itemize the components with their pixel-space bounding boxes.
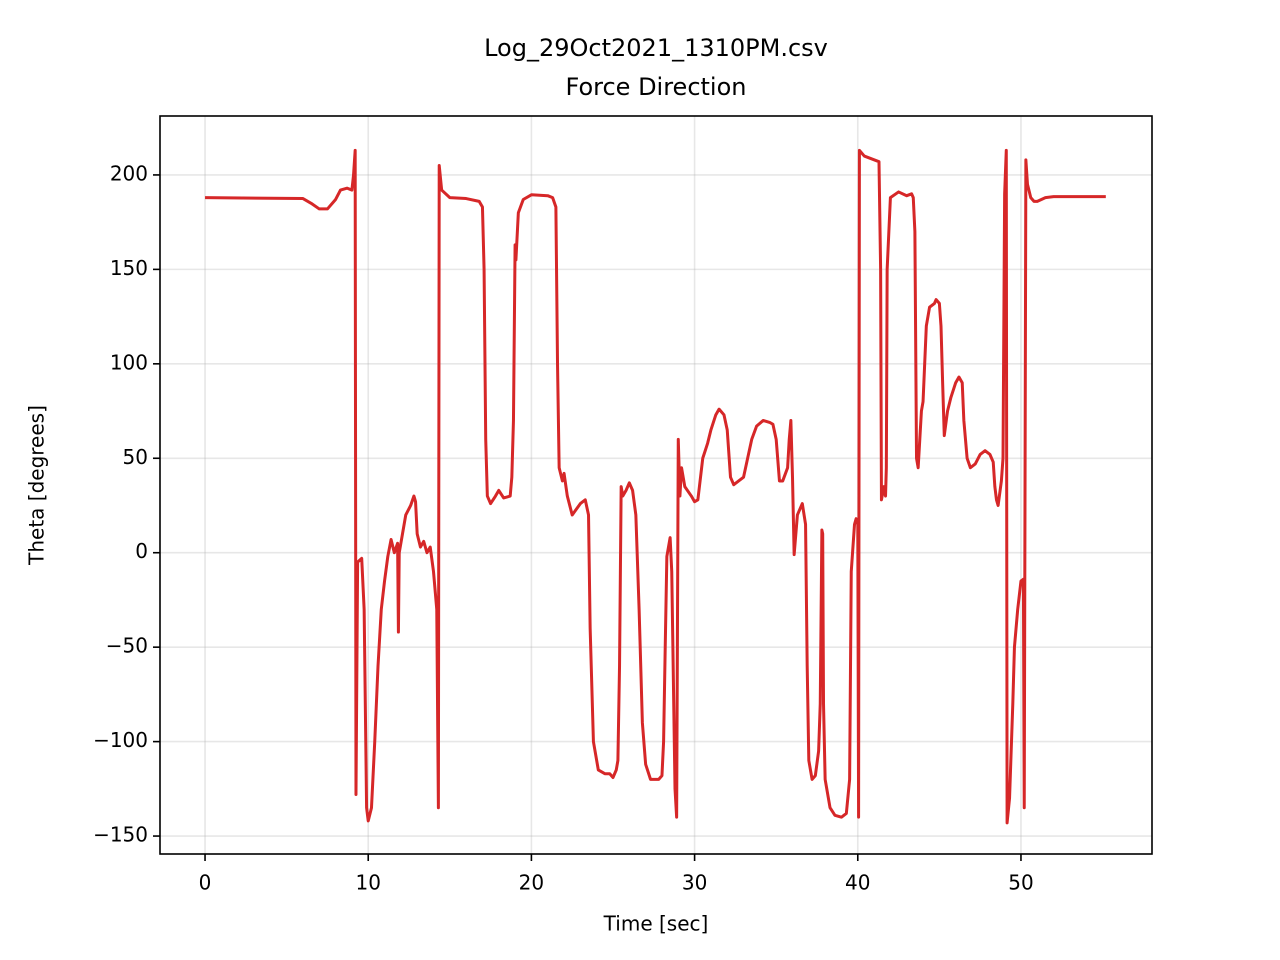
y-tick-label: 50 — [123, 445, 148, 469]
chart-title: Log_29Oct2021_1310PM.csv — [484, 34, 828, 62]
x-tick-label: 20 — [519, 871, 544, 895]
x-axis-label: Time [sec] — [603, 912, 709, 936]
y-tick-label: 0 — [135, 539, 148, 563]
x-tick-label: 50 — [1008, 871, 1033, 895]
y-tick-label: −50 — [106, 634, 148, 658]
y-tick-label: 200 — [110, 161, 148, 185]
chart-subtitle: Force Direction — [566, 73, 747, 101]
x-tick-label: 30 — [682, 871, 707, 895]
y-tick-label: 150 — [110, 256, 148, 280]
y-tick-label: −100 — [93, 728, 148, 752]
data-line — [205, 148, 1106, 825]
y-tick-label: −150 — [93, 823, 148, 847]
x-tick-label: 40 — [845, 871, 870, 895]
plot-frame — [159, 115, 1153, 855]
x-tick-label: 0 — [199, 871, 212, 895]
x-tick-label: 10 — [355, 871, 380, 895]
y-axis-label: Theta [degrees] — [25, 405, 49, 566]
y-tick-label: 100 — [110, 350, 148, 374]
